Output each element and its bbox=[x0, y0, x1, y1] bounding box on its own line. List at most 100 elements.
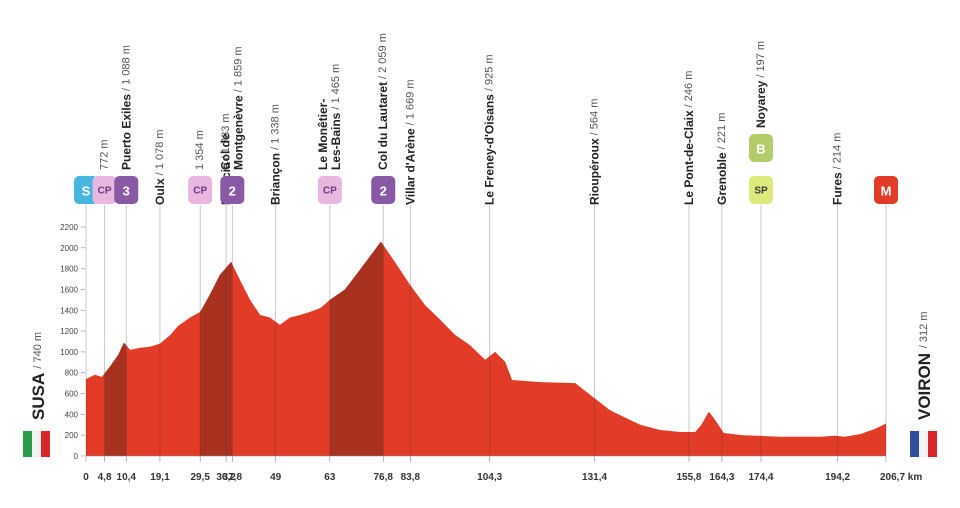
waypoint-name: Noyarey bbox=[754, 80, 768, 128]
waypoint-name: Le Freney-d'Oisans bbox=[483, 94, 497, 205]
x-tick-label: 131,4 bbox=[582, 472, 607, 483]
badge-text: CP bbox=[193, 186, 207, 197]
badge bbox=[74, 176, 98, 204]
climb-section bbox=[104, 241, 127, 456]
badge bbox=[748, 134, 773, 162]
x-tick-label: 155,8 bbox=[676, 472, 701, 483]
climb-section bbox=[329, 241, 384, 456]
x-tick-label: 76,8 bbox=[374, 472, 394, 483]
badge-text: S bbox=[82, 184, 91, 199]
y-tick-label: 1200 bbox=[60, 327, 78, 336]
x-tick-label: 36,2 bbox=[216, 472, 236, 483]
waypoint-label: Briançon / 1 338 m bbox=[269, 104, 283, 205]
waypoint-elevation: / 214 m bbox=[832, 133, 844, 170]
badge bbox=[317, 176, 342, 204]
y-tick-label: 2200 bbox=[60, 223, 78, 232]
waypoint-label: Fures / 214 m bbox=[831, 133, 845, 205]
waypoint-name: Villar d'Arène bbox=[403, 128, 417, 205]
badge bbox=[92, 176, 117, 204]
waypoint-name: Le Monêtier- bbox=[316, 99, 330, 170]
waypoint-elevation: 1 354 m bbox=[194, 130, 206, 170]
waypoint-label: Grenoble / 221 m bbox=[715, 113, 729, 205]
waypoint-name: Montgenèvre bbox=[231, 95, 245, 170]
badge-text: B bbox=[756, 142, 765, 157]
x-tick-label: 10,4 bbox=[117, 472, 137, 483]
waypoint-elevation: 772 m bbox=[99, 139, 111, 170]
waypoint-elevation: / 925 m bbox=[484, 54, 496, 91]
italy-flag bbox=[23, 431, 50, 457]
waypoint-name: Le Pont-de-Claix bbox=[682, 110, 696, 205]
finish-label: VOIRON / 312 m bbox=[915, 312, 934, 420]
x-tick-label: 206,7 km bbox=[880, 472, 922, 483]
x-tick-label: 0 bbox=[83, 472, 89, 483]
waypoint-elevation: / 1 338 m bbox=[270, 104, 282, 150]
x-tick-label: 63 bbox=[324, 472, 336, 483]
y-tick-label: 2000 bbox=[60, 244, 78, 253]
waypoint-name: Puerto Exiles bbox=[119, 94, 133, 170]
badge bbox=[114, 176, 139, 204]
y-tick-label: 600 bbox=[65, 390, 79, 399]
waypoint-name: Col de bbox=[218, 133, 232, 170]
x-tick-label: 104,3 bbox=[477, 472, 502, 483]
x-tick-label: 174,4 bbox=[748, 472, 773, 483]
waypoint-elevation: / 1 783 m bbox=[220, 113, 232, 159]
y-tick-label: 1800 bbox=[60, 265, 78, 274]
badge bbox=[748, 176, 773, 204]
badge-text: SP bbox=[754, 186, 768, 197]
waypoint-name: Les-Bains bbox=[329, 112, 343, 170]
waypoint-label: Rioupéroux / 564 m bbox=[588, 99, 602, 205]
badge-text: CP bbox=[323, 186, 337, 197]
y-tick-label: 1600 bbox=[60, 285, 78, 294]
waypoint-name: Col du Lautaret bbox=[376, 82, 390, 170]
waypoint-label: Le Pont-de-Claix / 246 m bbox=[682, 71, 696, 205]
waypoint-elevation: / 2 059 m bbox=[377, 33, 389, 79]
start-label: SUSA / 740 m bbox=[29, 332, 48, 420]
badge-text: CP bbox=[98, 186, 112, 197]
waypoint-label: Noyarey / 197 m bbox=[754, 41, 768, 128]
waypoint-name: Grenoble bbox=[715, 152, 729, 205]
waypoint-label: Puerto Exiles / 1 088 m bbox=[119, 45, 133, 170]
waypoint-name: Rioupéroux bbox=[588, 138, 602, 205]
badge bbox=[874, 176, 898, 204]
x-tick-label: 194,2 bbox=[825, 472, 850, 483]
elevation-area bbox=[86, 241, 886, 456]
y-tick-label: 0 bbox=[74, 452, 79, 461]
waypoint-name: Oulx bbox=[153, 178, 167, 205]
waypoint-label: Montgenèvre / 1 859 m bbox=[231, 46, 245, 170]
x-tick-label: 19,1 bbox=[150, 472, 170, 483]
waypoint-label: Le Monêtier- bbox=[316, 99, 330, 170]
badge-text: M bbox=[881, 184, 892, 199]
badge-text: 2 bbox=[380, 184, 387, 199]
badge-text: 3 bbox=[123, 184, 130, 199]
x-tick-label: 83,8 bbox=[401, 472, 421, 483]
x-tick-label: 4,8 bbox=[98, 472, 112, 483]
y-tick-label: 1000 bbox=[60, 348, 78, 357]
x-tick-label: 164,3 bbox=[709, 472, 734, 483]
x-tick-label: 49 bbox=[270, 472, 282, 483]
y-tick-label: 800 bbox=[65, 369, 79, 378]
x-tick-label: 37,8 bbox=[223, 472, 243, 483]
waypoint-elevation: / 197 m bbox=[755, 41, 767, 78]
waypoint-elevation: / 221 m bbox=[716, 113, 728, 150]
x-tick-label: 29,5 bbox=[190, 472, 210, 483]
waypoint-elevation: / 1 859 m bbox=[232, 46, 244, 92]
waypoint-label: Col du Lautaret / 2 059 m bbox=[376, 33, 390, 170]
waypoint-label: Les-Bains / 1 465 m bbox=[329, 64, 343, 170]
waypoint-elevation: / 564 m bbox=[589, 99, 601, 136]
badge-text: 2 bbox=[229, 184, 236, 199]
y-tick-label: 200 bbox=[65, 431, 79, 440]
waypoint-label: 1 354 m bbox=[194, 130, 206, 170]
waypoint-elevation: / 246 m bbox=[683, 71, 695, 108]
waypoint-label: Le Freney-d'Oisans / 925 m bbox=[483, 54, 497, 205]
waypoint-label: Oulx / 1 078 m bbox=[153, 129, 167, 205]
waypoint-elevation: / 1 669 m bbox=[404, 79, 416, 125]
waypoint-elevation: / 1 465 m bbox=[330, 64, 342, 110]
waypoint-name: Fures bbox=[831, 172, 845, 205]
waypoint-label: Villar d'Arène / 1 669 m bbox=[403, 79, 417, 205]
climb-section bbox=[200, 241, 233, 456]
badge bbox=[371, 176, 396, 204]
france-flag bbox=[910, 431, 937, 457]
waypoint-label: Col de bbox=[218, 133, 232, 170]
y-tick-label: 1400 bbox=[60, 306, 78, 315]
